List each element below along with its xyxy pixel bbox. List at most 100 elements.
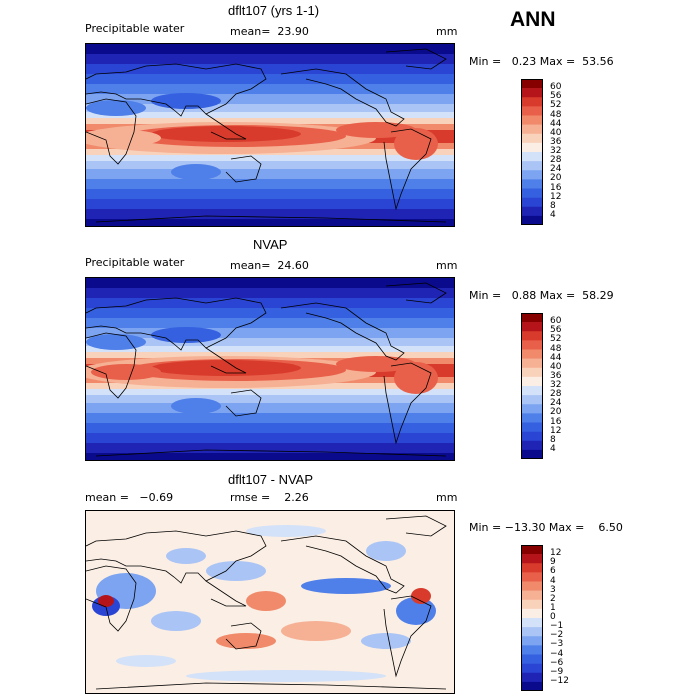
colorbar-tick-label: 16 [550,416,562,427]
panel-2-variable-label: Precipitable water [85,256,185,269]
season-label: ANN [510,8,556,31]
field-band [86,118,454,125]
colorbar-swatch [521,331,543,341]
field-amazon [394,362,438,394]
coastline [86,63,267,117]
colorbar-swatch [521,554,543,564]
field-band [86,168,454,179]
panel-1-mean-label: mean= 23.90 [230,25,309,38]
coastline [383,362,432,445]
colorbar-tick-label: −4 [550,648,564,659]
colorbar-swatch [521,215,543,225]
colorbar-tick-label: 4 [550,209,556,220]
colorbar-swatch [521,358,543,369]
coastline [95,215,447,223]
colorbar-swatch [521,106,543,116]
field-band [86,218,454,226]
colorbar-swatch [521,449,543,459]
panel-1-units: mm [436,25,458,38]
field-sahara [86,100,146,116]
map-panel-difference [85,510,455,694]
colorbar-tick-label: 28 [550,155,562,166]
colorbar-swatch [521,618,543,628]
colorbar-tick-label: 36 [550,370,562,381]
field-band [86,402,454,413]
coastline [280,535,405,594]
field-anomaly [186,670,386,682]
colorbar-swatch [521,133,543,144]
colorbar-tick-label: 28 [550,389,562,400]
colorbar-tick-label: 12 [550,425,562,436]
colorbar-swatch [521,545,543,555]
field-band [86,394,454,403]
field-africa [91,130,161,146]
colorbar-swatch [521,599,543,610]
coastline [86,98,137,165]
colorbar-swatch [521,376,543,387]
coastline [95,449,447,457]
colorbar-tick-label: 32 [550,146,562,156]
colorbar-tick-label: 24 [550,398,562,409]
colorbar-tick-label: 60 [550,82,562,93]
coastline [280,68,405,127]
field-warm-pool [151,360,301,376]
colorbar-swatch [521,179,543,189]
field-anomaly [366,541,406,561]
colorbar-tick-label: 9 [550,557,556,568]
panel-1-title: dflt107 (yrs 1-1) [228,3,320,18]
field-band [86,338,454,347]
colorbar-swatch [521,115,543,125]
field-band [86,298,454,309]
colorbar-swatch [521,404,543,414]
colorbar-swatch [521,572,543,582]
field-anomaly [361,633,411,649]
colorbar-tick-label: 8 [550,434,556,445]
map-nvap-field [86,278,454,460]
colorbar-swatch [521,440,543,451]
field-band [86,94,454,105]
coastline [280,302,405,361]
panel-3-units: mm [436,491,458,504]
coastline [385,282,447,304]
colorbar-swatch [521,197,543,208]
colorbar-tick-label: 12 [550,548,562,559]
field-sahara [86,334,146,350]
colorbar-tick-label: 16 [550,182,562,193]
field-band [86,288,454,299]
field-anomaly [246,591,286,611]
map-difference-field [86,511,454,693]
field-band [86,198,454,209]
colorbar-tick-label: 24 [550,164,562,175]
field-anomaly [151,611,201,631]
coastline [385,515,447,537]
colorbar-swatch [521,161,543,171]
colorbar-tick-label: 52 [550,334,562,345]
panel-3-minmax: Min = −13.30 Max = 6.50 [469,521,623,534]
field-band [86,104,454,113]
colorbar-swatch [521,422,543,432]
field-band [86,84,454,95]
colorbar-tick-label: 40 [550,127,562,138]
colorbar-tick-label: 56 [550,91,562,102]
coastline [205,347,247,374]
coastline [385,48,447,70]
colorbar-tick-label: −2 [550,630,564,641]
field-tibet [151,327,221,343]
coastline [205,580,247,607]
field-band [86,74,454,85]
colorbar-swatch [521,152,543,162]
field-tibet [151,93,221,109]
colorbar-swatch [521,188,543,198]
colorbar-swatch [521,386,543,396]
field-warm-pool [151,126,301,142]
colorbar-tick-label: −3 [550,639,564,650]
colorbar-swatch [521,349,543,359]
field-anomaly [411,588,431,604]
colorbar-swatch [521,608,543,619]
field-band [86,44,454,55]
coastline [225,389,262,417]
field-anomaly [98,595,114,607]
field-band [86,412,454,423]
colorbar-tick-label: 20 [550,173,562,184]
colorbar-swatch [521,563,543,573]
